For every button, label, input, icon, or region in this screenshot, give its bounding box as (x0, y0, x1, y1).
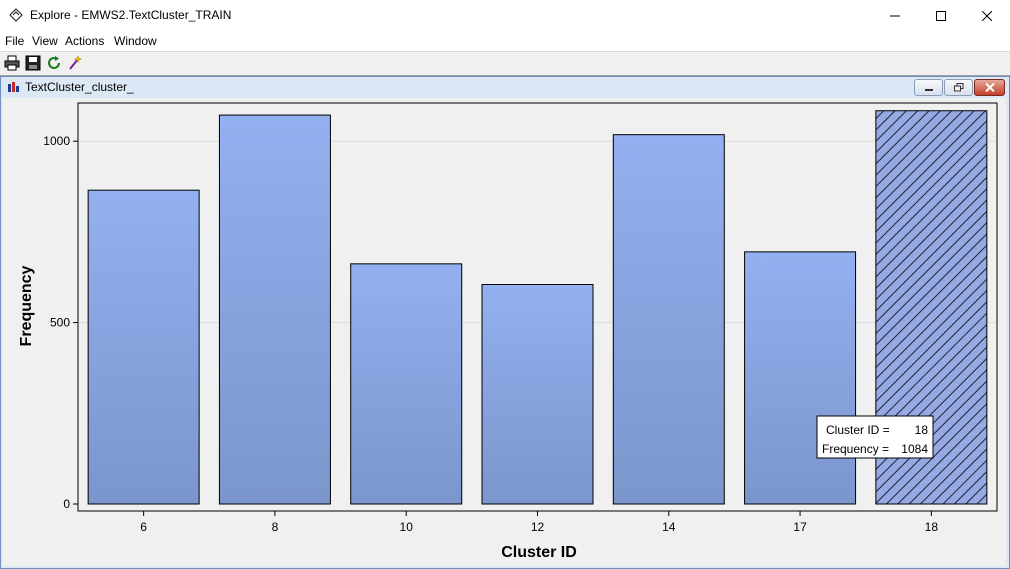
subwindow-title: TextCluster_cluster_ (25, 80, 134, 94)
minimize-icon (890, 15, 900, 16)
bar-cluster-6[interactable] (87, 189, 200, 505)
window-title: Explore - EMWS2.TextCluster_TRAIN (30, 8, 232, 22)
bar-cluster-17[interactable] (744, 251, 857, 505)
y-axis-label: Frequency (18, 265, 35, 346)
tooltip-cluster-label: Cluster ID = (826, 423, 890, 437)
x-tick-label: 18 (925, 520, 939, 534)
subwindow-titlebar: TextCluster_cluster_ (1, 77, 1009, 97)
refresh-button[interactable] (45, 54, 63, 72)
bar-cluster-12[interactable] (481, 284, 594, 505)
print-icon (4, 55, 20, 71)
minimize-icon (924, 88, 933, 91)
y-tick-label: 1000 (43, 134, 70, 148)
wizard-button[interactable] (66, 54, 84, 72)
bar-chart-icon (8, 82, 19, 92)
x-tick-label: 14 (662, 520, 676, 534)
bar-cluster-8[interactable] (218, 114, 331, 505)
maximize-icon (936, 10, 946, 21)
window-titlebar: Explore - EMWS2.TextCluster_TRAIN (0, 0, 1010, 31)
minimize-button[interactable] (872, 0, 918, 31)
x-tick-label: 10 (400, 520, 414, 534)
print-button[interactable] (3, 54, 21, 72)
x-tick-label: 8 (272, 520, 279, 534)
x-tick-label: 12 (531, 520, 545, 534)
close-icon (984, 83, 995, 92)
close-icon (982, 10, 992, 21)
tooltip-cluster-value: 18 (915, 423, 929, 437)
save-icon (25, 55, 41, 71)
menu-window[interactable]: Window (114, 34, 157, 48)
explore-app-icon (9, 8, 23, 22)
y-tick-label: 0 (63, 497, 70, 511)
tooltip-frequency-value: 1084 (901, 442, 928, 456)
x-axis-label: Cluster ID (501, 544, 577, 561)
menu-actions[interactable]: Actions (65, 34, 105, 48)
subwindow-close-button[interactable] (974, 79, 1005, 96)
wizard-icon (69, 55, 83, 70)
x-tick-label: 17 (793, 520, 807, 534)
y-tick-label: 500 (50, 316, 70, 330)
menu-bar: File View Actions Window (0, 31, 1010, 52)
bar-cluster-10[interactable] (350, 263, 463, 505)
restore-icon (953, 83, 963, 92)
chart-area: 0 500 1000 6 8 10 12 14 17 18 Frequency Cluster I… (2, 98, 1006, 566)
close-button[interactable] (964, 0, 1010, 31)
data-tooltip: Cluster ID = 18 Frequency = 1084 (816, 415, 934, 459)
menu-file[interactable]: File (5, 34, 25, 48)
toolbar (0, 52, 1010, 76)
save-button[interactable] (24, 54, 42, 72)
bar-chart: 0 500 1000 6 8 10 12 14 17 18 Frequency Cluster I… (18, 102, 998, 561)
maximize-button[interactable] (918, 0, 964, 31)
chart-subwindow: TextCluster_cluster_ (0, 76, 1010, 569)
bar-cluster-14[interactable] (612, 134, 725, 505)
subwindow-minimize-button[interactable] (914, 79, 943, 96)
menu-view[interactable]: View (32, 34, 58, 48)
subwindow-restore-button[interactable] (944, 79, 973, 96)
x-tick-label: 6 (140, 520, 147, 534)
refresh-icon (48, 56, 60, 69)
tooltip-frequency-label: Frequency = (822, 442, 889, 456)
